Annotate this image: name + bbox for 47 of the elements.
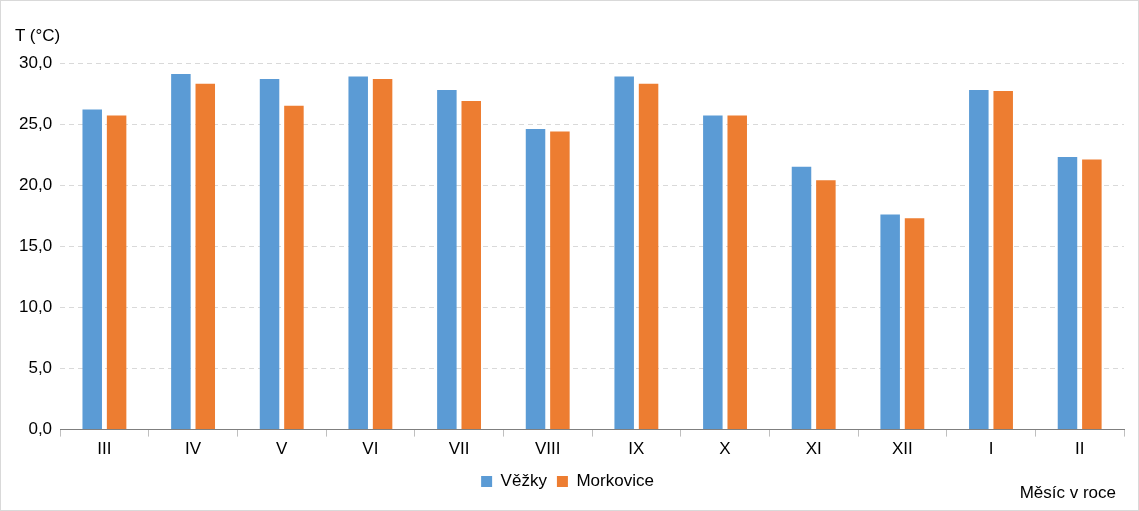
x-tick-label: I	[988, 439, 994, 459]
x-tick-label: VII	[448, 439, 470, 459]
bar	[106, 115, 127, 430]
legend-label: Morkovice	[576, 471, 654, 491]
bar	[437, 89, 457, 430]
x-tick-label: VI	[362, 439, 379, 459]
x-tick-label: V	[276, 439, 289, 459]
x-tick-label: XII	[891, 439, 913, 459]
bar	[904, 218, 925, 430]
y-axis-title: T (°C)	[15, 26, 61, 46]
y-tick-label: 20,0	[18, 174, 53, 194]
bar	[195, 83, 216, 430]
bar	[550, 131, 570, 430]
y-tick-label: 5,0	[28, 358, 53, 378]
bar	[1082, 159, 1102, 430]
bar	[348, 76, 368, 430]
legend-label: Věžky	[500, 471, 548, 491]
x-tick-label: II	[1074, 439, 1085, 459]
y-tick-label: 25,0	[18, 113, 53, 133]
bar	[993, 91, 1013, 430]
bar	[969, 89, 989, 430]
bar	[259, 78, 280, 430]
bar	[525, 128, 546, 430]
bar	[1057, 157, 1078, 430]
bar	[461, 100, 481, 430]
y-tick-label: 0,0	[28, 419, 53, 439]
bar	[727, 115, 747, 430]
bar	[82, 109, 102, 430]
y-tick-label: 15,0	[18, 235, 53, 255]
bar	[372, 78, 393, 430]
bar	[614, 76, 634, 430]
bar	[791, 166, 812, 430]
x-tick-label: III	[97, 439, 112, 459]
bar	[880, 214, 900, 430]
x-tick-label: X	[719, 439, 731, 459]
bar	[638, 83, 659, 430]
bar	[284, 105, 304, 430]
bar	[816, 180, 836, 430]
x-tick-label: XI	[805, 439, 822, 459]
x-tick-label: IX	[628, 439, 645, 459]
x-axis-title: Měsíc v roce	[1019, 483, 1116, 503]
x-tick-label: VIII	[534, 439, 561, 459]
x-tick-label: IV	[185, 439, 202, 459]
y-tick-label: 10,0	[18, 297, 53, 317]
bar	[171, 74, 191, 430]
y-tick-label: 30,0	[18, 52, 53, 72]
bar	[703, 115, 723, 430]
